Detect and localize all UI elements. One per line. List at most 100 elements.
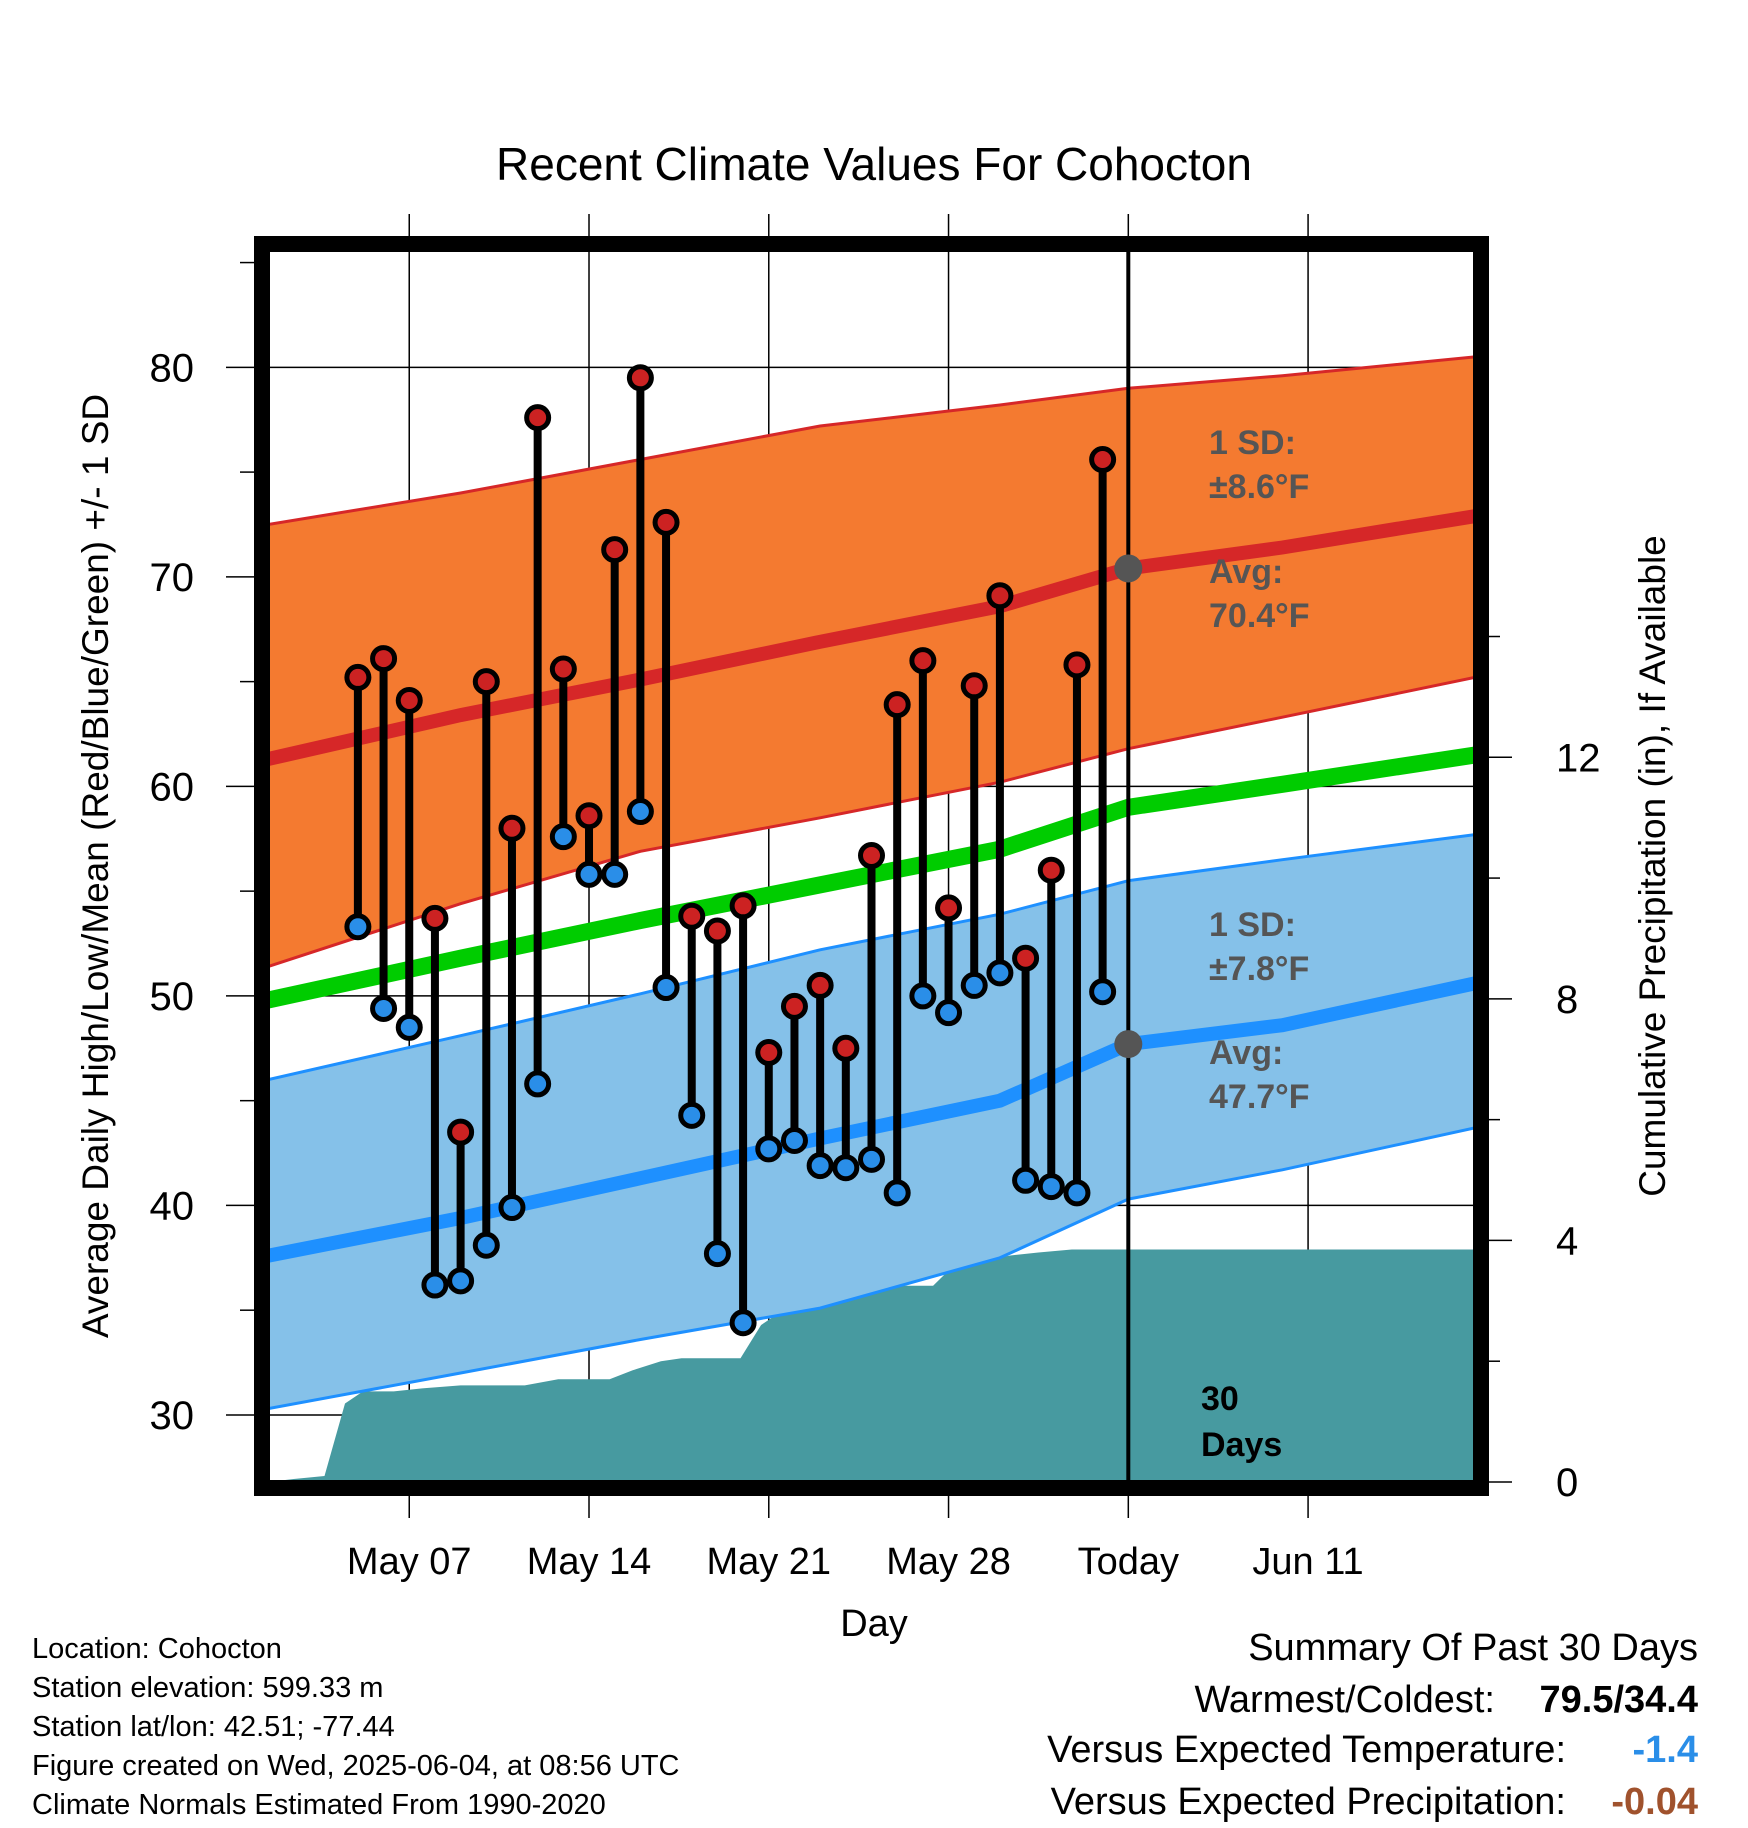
- low-point: [883, 1179, 911, 1207]
- high-point: [806, 971, 834, 999]
- low-point: [909, 982, 937, 1010]
- info-created: Figure created on Wed, 2025-06-04, at 08…: [32, 1750, 680, 1782]
- low-point: [986, 959, 1014, 987]
- high-point: [472, 668, 500, 696]
- high-point: [678, 902, 706, 930]
- high-point: [498, 814, 526, 842]
- high-point: [395, 686, 423, 714]
- high-point: [421, 904, 449, 932]
- high-point: [909, 647, 937, 675]
- y-tick-label-right: 0: [1556, 1461, 1578, 1505]
- low-point: [703, 1240, 731, 1268]
- y-tick-label-left: 70: [150, 556, 195, 600]
- y-tick-label-right: 4: [1556, 1219, 1578, 1263]
- low-point: [960, 971, 988, 999]
- low-point: [806, 1152, 834, 1180]
- low-lower-edge: [268, 1126, 1475, 1411]
- mean-average-line: [268, 746, 1475, 1009]
- summary-warmest-value: 79.5/34.4: [1540, 1679, 1698, 1721]
- high-point: [601, 536, 629, 564]
- x-axis-label: Day: [840, 1603, 908, 1645]
- low-average-line: [268, 976, 1475, 1263]
- info-latlon: Station lat/lon: 42.51; -77.44: [32, 1711, 395, 1743]
- low-avg-label: Avg:: [1209, 1034, 1283, 1072]
- info-block: Location: Cohocton Station elevation: 59…: [32, 1633, 680, 1821]
- x-tick-label: May 28: [886, 1541, 1011, 1583]
- low-point: [858, 1145, 885, 1173]
- summary-precip-label: Versus Expected Precipitation:: [1051, 1781, 1566, 1823]
- high-point: [652, 508, 680, 536]
- low-avg-value: 47.7°F: [1209, 1078, 1310, 1116]
- y-axis-label-left: Average Daily High/Low/Mean (Red/Blue/Gr…: [75, 394, 116, 1338]
- low-point: [524, 1070, 552, 1098]
- high-sd-label: 1 SD:: [1209, 424, 1296, 462]
- summary-temp-label: Versus Expected Temperature:: [1047, 1729, 1566, 1771]
- high-point: [626, 364, 654, 392]
- low-point: [652, 974, 680, 1002]
- low-upper-edge: [268, 833, 1475, 1082]
- high-point: [1037, 856, 1065, 884]
- low-point: [678, 1101, 706, 1129]
- low-point: [472, 1231, 500, 1259]
- observations: [344, 364, 1117, 1337]
- summary-title: Summary Of Past 30 Days: [1248, 1627, 1698, 1669]
- annotations: 1 SD: ±8.6°F Avg: 70.4°F 1 SD: ±7.8°F Avg: 47.7…: [1209, 424, 1310, 1116]
- high-point: [1012, 944, 1040, 972]
- high-point: [729, 892, 757, 920]
- low-point: [370, 994, 398, 1022]
- x-tick-label: May 07: [347, 1541, 472, 1583]
- high-point: [344, 663, 372, 691]
- low-point: [498, 1194, 526, 1222]
- high-point: [883, 691, 911, 719]
- high-point: [447, 1118, 475, 1146]
- low-point: [1012, 1166, 1040, 1194]
- precip-area: [268, 1249, 1475, 1482]
- high-sd-band: [268, 356, 1475, 967]
- info-location: Location: Cohocton: [32, 1633, 282, 1665]
- summary-temp-value: -1.4: [1633, 1729, 1698, 1771]
- x-tick-label: Jun 11: [1252, 1541, 1363, 1583]
- axis-ticks: May 07 May 14 May 21 May 28 Today Jun 1130405…: [150, 261, 1601, 1583]
- x-tick-label: May 14: [527, 1541, 652, 1583]
- high-average-line: [268, 509, 1475, 766]
- low-point: [421, 1271, 449, 1299]
- low-point: [344, 913, 372, 941]
- low-avg-today-dot: [1114, 1030, 1143, 1059]
- low-point: [729, 1309, 757, 1337]
- y-tick-label-left: 60: [150, 765, 195, 809]
- y-tick-label-left: 40: [150, 1184, 195, 1228]
- high-point: [858, 842, 885, 870]
- low-point: [832, 1154, 860, 1182]
- high-point: [780, 992, 808, 1020]
- outer-grid-extensions: [226, 214, 1309, 1518]
- low-sd-value: ±7.8°F: [1209, 950, 1309, 988]
- high-point: [1063, 651, 1091, 679]
- y-tick-label-right: 8: [1556, 978, 1578, 1022]
- high-point: [549, 655, 577, 683]
- high-avg-label: Avg:: [1209, 553, 1283, 591]
- today-label-line2: Days: [1201, 1426, 1282, 1464]
- low-sd-label: 1 SD:: [1209, 906, 1296, 944]
- high-point: [575, 802, 603, 830]
- high-point: [832, 1034, 860, 1062]
- high-point: [524, 404, 552, 432]
- high-sd-value: ±8.6°F: [1209, 468, 1309, 506]
- chart-title: Recent Climate Values For Cohocton: [496, 138, 1252, 190]
- info-normals: Climate Normals Estimated From 1990-2020: [32, 1789, 606, 1821]
- summary-warmest-label: Warmest/Coldest:: [1194, 1679, 1495, 1721]
- y-tick-label-right: 12: [1556, 736, 1601, 780]
- summary-block: Summary Of Past 30 Days Warmest/Coldest:…: [1047, 1627, 1698, 1823]
- low-point: [395, 1013, 423, 1041]
- low-point: [780, 1126, 808, 1154]
- precipitation-area: [268, 1249, 1475, 1482]
- low-point: [1063, 1179, 1091, 1207]
- summary-precip-value: -0.04: [1611, 1781, 1698, 1823]
- high-avg-today-dot: [1114, 554, 1143, 583]
- low-point: [935, 999, 963, 1027]
- y-tick-label-left: 30: [150, 1394, 195, 1438]
- low-point: [626, 798, 654, 826]
- low-point: [601, 860, 629, 888]
- today-marker: [1114, 250, 1143, 1482]
- high-point: [986, 582, 1014, 610]
